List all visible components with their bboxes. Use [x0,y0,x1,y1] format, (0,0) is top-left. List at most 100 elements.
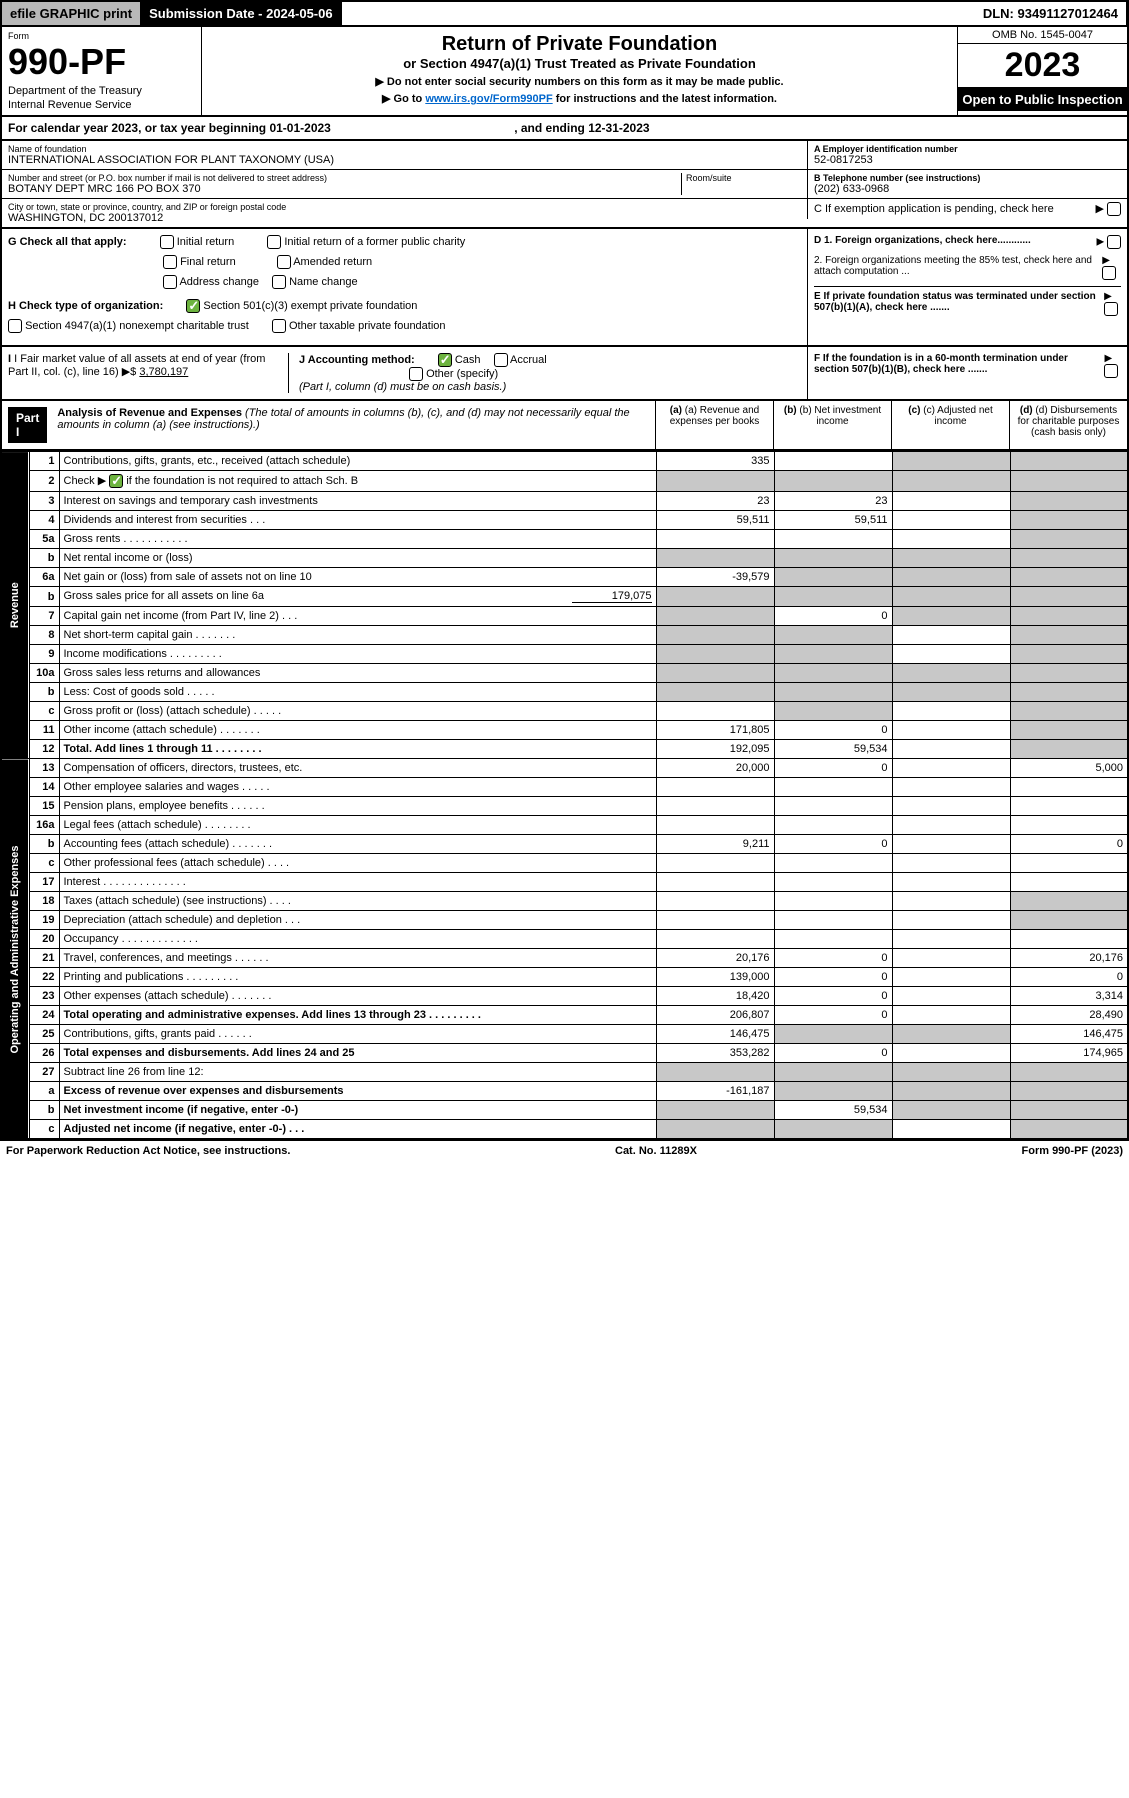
d1-checkbox[interactable] [1107,235,1121,249]
line-checkbox[interactable] [109,474,123,488]
amount-col-b [774,892,892,911]
line-number: 6a [29,568,59,587]
check-section: G Check all that apply: Initial return I… [0,229,1129,347]
line-number: c [29,702,59,721]
amount-col-b: 0 [774,607,892,626]
amount-col-a [656,1063,774,1082]
amount-col-c [892,530,1010,549]
h-501c3-checkbox[interactable] [186,299,200,313]
line-description: Other professional fees (attach schedule… [59,854,656,873]
line-description: Travel, conferences, and meetings . . . … [59,949,656,968]
c-checkbox[interactable] [1107,202,1121,216]
amount-col-b: 0 [774,968,892,987]
line-number: b [29,1101,59,1120]
amount-col-c [892,626,1010,645]
calendar-year-row: For calendar year 2023, or tax year begi… [0,117,1129,141]
form-title: Return of Private Foundation [208,33,951,56]
amount-col-a [656,683,774,702]
line-number: 9 [29,645,59,664]
table-row: bNet investment income (if negative, ent… [1,1101,1128,1120]
d2-checkbox[interactable] [1102,266,1116,280]
amount-col-a [656,587,774,607]
g-initial-return[interactable] [160,235,174,249]
amount-col-a: 139,000 [656,968,774,987]
amount-col-a [656,1120,774,1140]
g-name-change[interactable] [272,275,286,289]
line-description: Accounting fees (attach schedule) . . . … [59,835,656,854]
h-4947-checkbox[interactable] [8,319,22,333]
amount-col-d [1010,587,1128,607]
amount-col-d [1010,740,1128,759]
revenue-side-label: Revenue [1,452,29,759]
amount-col-a: 171,805 [656,721,774,740]
amount-col-b: 0 [774,759,892,778]
table-row: bNet rental income or (loss) [1,549,1128,568]
amount-col-d [1010,549,1128,568]
amount-col-c [892,664,1010,683]
table-row: 17Interest . . . . . . . . . . . . . . [1,873,1128,892]
table-row: 27Subtract line 26 from line 12: [1,1063,1128,1082]
amount-col-d [1010,721,1128,740]
amount-col-b [774,873,892,892]
amount-col-d [1010,492,1128,511]
amount-col-a: 59,511 [656,511,774,530]
j-cash-checkbox[interactable] [438,353,452,367]
g-address-change[interactable] [163,275,177,289]
line-number: b [29,549,59,568]
table-row: 22Printing and publications . . . . . . … [1,968,1128,987]
f-checkbox[interactable] [1104,364,1118,378]
table-row: 20Occupancy . . . . . . . . . . . . . [1,930,1128,949]
e-checkbox[interactable] [1104,302,1118,316]
form990pf-link[interactable]: www.irs.gov/Form990PF [425,93,552,105]
amount-col-c [892,949,1010,968]
top-bar: efile GRAPHIC print Submission Date - 20… [0,0,1129,27]
amount-col-b: 59,511 [774,511,892,530]
amount-col-c [892,452,1010,471]
amount-col-b [774,911,892,930]
line-description: Occupancy . . . . . . . . . . . . . [59,930,656,949]
line-description: Subtract line 26 from line 12: [59,1063,656,1082]
table-row: 18Taxes (attach schedule) (see instructi… [1,892,1128,911]
j-other-checkbox[interactable] [409,367,423,381]
table-row: 15Pension plans, employee benefits . . .… [1,797,1128,816]
g-initial-former[interactable] [267,235,281,249]
amount-col-a [656,626,774,645]
g-final-return[interactable] [163,255,177,269]
table-row: 2Check ▶ if the foundation is not requir… [1,471,1128,492]
ein-label: A Employer identification number [814,144,1121,154]
line-number: 1 [29,452,59,471]
amount-col-c [892,549,1010,568]
line-description: Total operating and administrative expen… [59,1006,656,1025]
amount-col-d [1010,645,1128,664]
g-amended-return[interactable] [277,255,291,269]
amount-col-a [656,854,774,873]
amount-col-b [774,471,892,492]
amount-col-a: 20,000 [656,759,774,778]
line-description: Capital gain net income (from Part IV, l… [59,607,656,626]
line-description: Net rental income or (loss) [59,549,656,568]
line-number: 4 [29,511,59,530]
amount-col-d [1010,778,1128,797]
amount-col-d [1010,1101,1128,1120]
line-number: 7 [29,607,59,626]
amount-col-c [892,740,1010,759]
amount-col-c [892,778,1010,797]
amount-col-a: 192,095 [656,740,774,759]
efile-print-button[interactable]: efile GRAPHIC print [2,2,141,25]
table-row: 26Total expenses and disbursements. Add … [1,1044,1128,1063]
line-number: c [29,1120,59,1140]
amount-col-b: 59,534 [774,1101,892,1120]
amount-col-a [656,664,774,683]
amount-col-a: 23 [656,492,774,511]
amount-col-a: -161,187 [656,1082,774,1101]
amount-col-b [774,854,892,873]
table-row: 6aNet gain or (loss) from sale of assets… [1,568,1128,587]
amount-col-d [1010,568,1128,587]
j-accrual-checkbox[interactable] [494,353,508,367]
line-description: Less: Cost of goods sold . . . . . [59,683,656,702]
h-other-taxable-checkbox[interactable] [272,319,286,333]
table-row: cGross profit or (loss) (attach schedule… [1,702,1128,721]
amount-col-b [774,1120,892,1140]
amount-col-d: 0 [1010,835,1128,854]
table-row: 11Other income (attach schedule) . . . .… [1,721,1128,740]
